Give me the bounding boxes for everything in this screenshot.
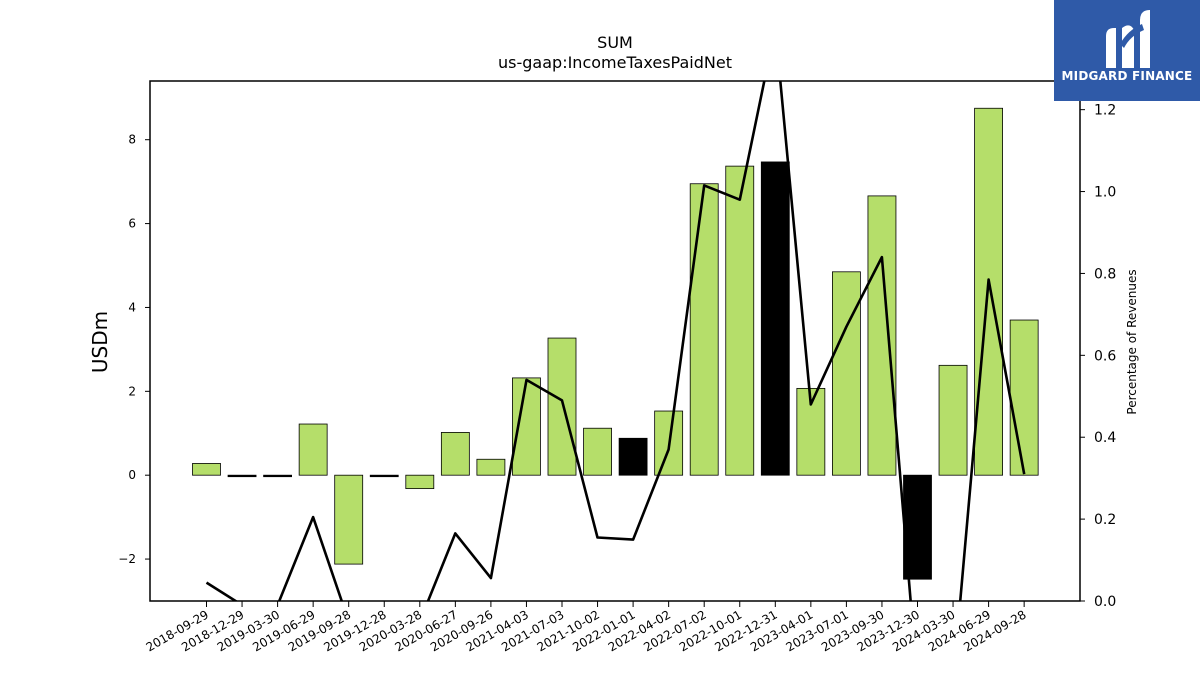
percentage-line [426,81,1026,601]
bar-2020-09-26 [476,458,506,476]
y2-tick-label: 0.6 [1094,348,1116,364]
y2-tick-label: 0.8 [1094,266,1116,282]
percentage-line [205,515,344,601]
brand-logo: MIDGARD FINANCE [1054,0,1200,101]
bar-2021-04-03 [512,377,541,476]
bar-2019-06-29 [298,423,328,476]
y2-tick-label: 0.0 [1094,594,1116,610]
bar-2019-09-28 [334,474,364,565]
bar-2020-03-28 [405,474,435,490]
y2-axis-ticks: 0.0 0.2 0.4 0.6 0.8 1.0 1.2 [1080,103,1116,610]
bar-2018-12-29 [227,474,257,478]
x-axis-ticks: 2018-09-292018-12-292019-03-302019-06-29… [144,601,1029,654]
line-series [205,81,1026,601]
bar-2021-10-02 [583,427,612,476]
bar-2019-12-28 [369,474,399,478]
midgard-m-logo-icon [1106,10,1150,68]
y-tick-label: 8 [128,133,136,147]
bar-2023-07-01 [832,271,861,476]
bar-2020-06-27 [440,432,470,476]
plot-frame [149,80,1081,602]
bar-2022-07-02 [689,183,719,476]
y-tick-label: 0 [128,468,136,482]
chart-subtitle: us-gaap:IncomeTaxesPaidNet [498,53,732,72]
bar-2022-10-01 [725,165,755,476]
y-axis-label: USDm [88,311,112,373]
y-tick-label: −2 [118,552,136,566]
y2-tick-label: 0.2 [1094,512,1116,528]
bar-series [192,107,1039,580]
bar-2022-12-31 [760,161,790,476]
bar-2024-03-30 [938,364,968,476]
bar-2023-09-30 [867,195,897,476]
y2-axis-label: Percentage of Revenues [1125,269,1139,414]
y-axis-ticks: −2 0 2 4 6 8 [118,133,150,566]
bar-2022-01-01 [618,437,648,476]
brand-name: MIDGARD FINANCE [1061,69,1193,83]
bar-2019-03-30 [263,474,293,478]
y2-tick-label: 1.0 [1094,185,1116,201]
y2-tick-label: 1.2 [1094,103,1116,119]
chart-title: SUM [597,33,633,52]
y2-tick-label: 0.4 [1094,430,1116,446]
y-tick-label: 4 [128,300,136,314]
y-tick-label: 2 [128,384,136,398]
bar-2018-09-29 [192,463,221,476]
y-tick-label: 6 [128,217,136,231]
bar-2024-09-28 [1009,319,1039,476]
bar-2021-07-03 [547,337,577,476]
